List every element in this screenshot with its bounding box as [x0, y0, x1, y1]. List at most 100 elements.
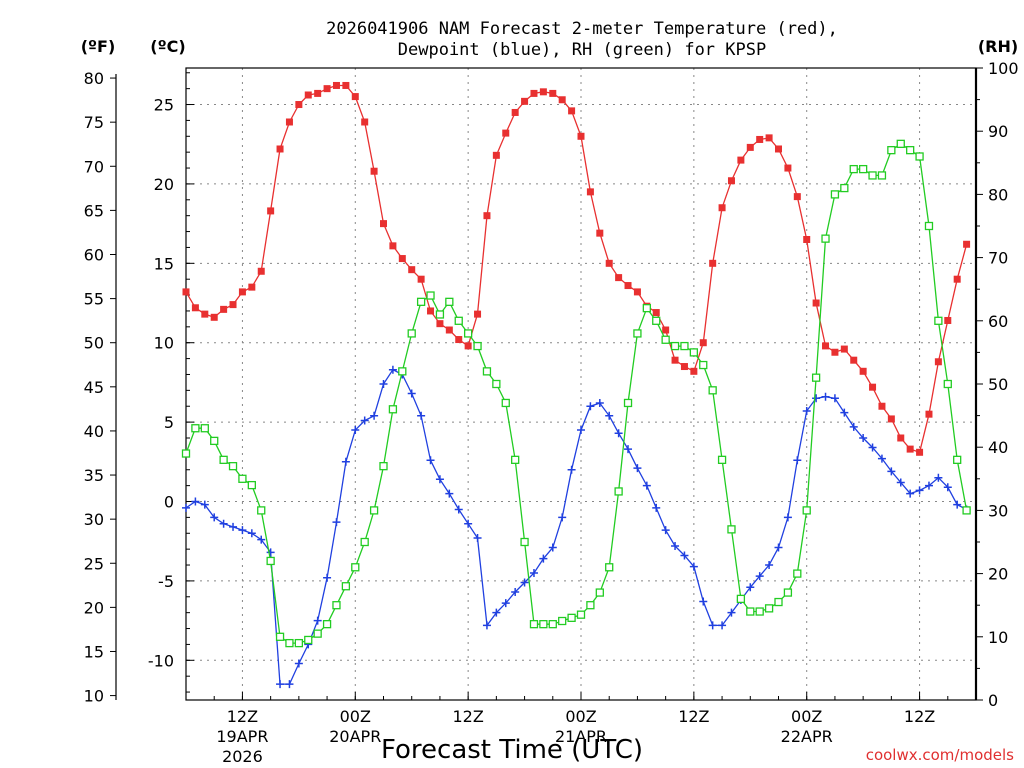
c-tick-label: 10	[154, 334, 174, 353]
dewpoint-marker	[351, 426, 360, 435]
dewpoint-marker	[501, 599, 510, 608]
rh-marker	[238, 474, 247, 483]
rh-marker	[181, 449, 191, 458]
dewpoint-marker	[238, 526, 247, 535]
rh-marker	[802, 506, 811, 515]
f-tick-label: 55	[84, 290, 104, 309]
dewpoint-marker	[210, 513, 219, 522]
dewpoint-marker	[492, 608, 501, 617]
temperature-marker	[530, 89, 538, 97]
c-tick-label: 25	[154, 96, 174, 115]
dewpoint-marker	[887, 467, 896, 476]
f-tick-label: 75	[84, 113, 104, 132]
temperature-marker	[662, 326, 670, 334]
dewpoint-marker	[915, 486, 924, 495]
temperature-marker	[351, 93, 359, 101]
temperature-marker	[831, 348, 839, 356]
temperature-marker	[953, 275, 961, 283]
rh-marker	[764, 604, 774, 613]
dewpoint-marker	[859, 433, 868, 442]
rh-tick-label: 40	[988, 438, 1008, 457]
rh-marker	[576, 610, 586, 619]
temperature-marker	[718, 204, 726, 212]
dewpoint-marker	[567, 465, 576, 474]
temperature-marker	[615, 274, 623, 282]
temperature-marker	[398, 255, 406, 263]
rh-series	[181, 139, 971, 648]
rh-marker	[652, 316, 661, 325]
rh-marker	[934, 316, 943, 325]
credit-text: coolwx.com/models	[866, 746, 1014, 764]
dewpoint-marker	[595, 399, 604, 408]
temperature-marker	[314, 89, 322, 97]
rh-marker	[398, 367, 407, 376]
temperature-marker	[191, 304, 199, 312]
rh-marker	[416, 297, 426, 306]
rh-marker	[332, 601, 341, 610]
x-tick-label-time: 12Z	[678, 707, 709, 726]
rh-marker	[877, 171, 887, 180]
fahrenheit-unit-label: (ºF)	[81, 37, 116, 56]
temperature-marker	[737, 156, 745, 164]
temperature-marker	[342, 81, 350, 89]
dewpoint-marker	[417, 411, 426, 420]
dewpoint-marker	[661, 526, 670, 535]
rh-marker	[774, 597, 783, 607]
rh-marker	[294, 638, 304, 648]
rh-marker	[379, 462, 388, 471]
dewpoint-marker	[511, 588, 520, 597]
dewpoint-marker	[953, 500, 962, 509]
dewpoint-marker	[783, 513, 792, 522]
temperature-marker	[210, 313, 218, 321]
temperature-marker	[511, 108, 519, 116]
dewpoint-marker	[877, 454, 886, 463]
rh-marker	[567, 613, 576, 622]
rh-marker	[435, 310, 445, 319]
rh-marker	[520, 537, 529, 547]
dewpoint-marker	[294, 659, 303, 668]
dewpoint-marker	[633, 464, 642, 473]
rh-marker	[953, 455, 962, 464]
temperature-marker	[878, 402, 886, 410]
rh-marker	[924, 221, 934, 231]
x-tick-label-date: 19APR	[216, 727, 268, 746]
temperature-marker	[257, 267, 265, 275]
series-layer	[181, 81, 971, 689]
rh-tick-label: 70	[988, 249, 1008, 268]
temperature-marker	[859, 367, 867, 375]
rh-marker	[360, 537, 369, 547]
rh-tick-label: 60	[988, 312, 1008, 331]
rh-tick-label: 10	[988, 628, 1008, 647]
temperature-marker	[746, 143, 754, 151]
dewpoint-marker	[934, 473, 943, 482]
rh-tick-label: 80	[988, 185, 1008, 204]
rh-marker	[717, 455, 727, 464]
rh-marker	[699, 360, 708, 370]
x-tick-label-time: 12Z	[904, 707, 935, 726]
c-tick-label: 15	[154, 254, 174, 273]
dewpoint-marker	[586, 402, 595, 411]
rh-unit-label: (RH)	[978, 37, 1018, 56]
temperature-marker	[812, 299, 820, 307]
rh-marker	[793, 569, 802, 578]
rh-marker	[680, 341, 689, 351]
temperature-marker	[897, 434, 905, 442]
f-tick-label: 45	[84, 378, 104, 397]
rh-marker	[322, 620, 332, 629]
x-tick-label-time: 00Z	[791, 707, 822, 726]
dewpoint-marker	[473, 534, 482, 543]
temperature-marker	[549, 89, 557, 97]
rh-tick-label: 30	[988, 501, 1008, 520]
temperature-marker	[220, 305, 228, 313]
dewpoint-marker	[313, 616, 322, 625]
fahrenheit-axis: 10 15 20 25 30 35 40 45 50 55 60 65 70 75 80	[84, 69, 116, 706]
rh-marker	[463, 329, 473, 338]
x-tick-label-year: 2026	[222, 747, 263, 766]
dewpoint-series	[182, 365, 971, 689]
rh-marker	[482, 367, 492, 376]
rh-marker	[642, 304, 651, 313]
dewpoint-marker	[323, 573, 332, 582]
temperature-marker	[680, 363, 688, 371]
dewpoint-marker	[614, 429, 623, 438]
c-tick-label: 20	[154, 175, 174, 194]
